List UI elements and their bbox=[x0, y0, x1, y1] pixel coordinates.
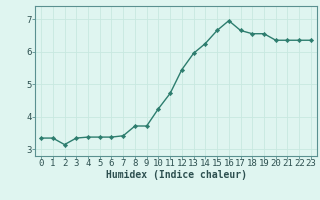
X-axis label: Humidex (Indice chaleur): Humidex (Indice chaleur) bbox=[106, 170, 246, 180]
